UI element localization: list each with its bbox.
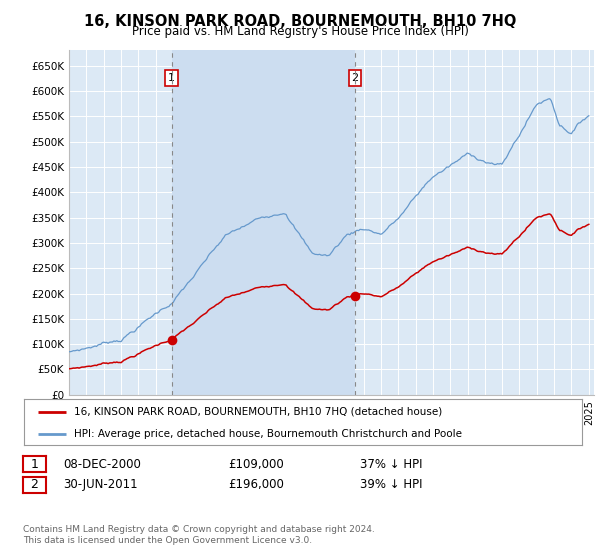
Text: 2: 2 — [352, 73, 358, 83]
Text: 2: 2 — [30, 478, 38, 492]
Text: 39% ↓ HPI: 39% ↓ HPI — [360, 478, 422, 492]
Text: HPI: Average price, detached house, Bournemouth Christchurch and Poole: HPI: Average price, detached house, Bour… — [74, 429, 462, 438]
Text: £109,000: £109,000 — [228, 458, 284, 471]
Text: 1: 1 — [30, 458, 38, 471]
Text: 1: 1 — [168, 73, 175, 83]
Text: £196,000: £196,000 — [228, 478, 284, 492]
Text: 08-DEC-2000: 08-DEC-2000 — [63, 458, 141, 471]
Text: 16, KINSON PARK ROAD, BOURNEMOUTH, BH10 7HQ (detached house): 16, KINSON PARK ROAD, BOURNEMOUTH, BH10 … — [74, 407, 442, 417]
Text: Price paid vs. HM Land Registry's House Price Index (HPI): Price paid vs. HM Land Registry's House … — [131, 25, 469, 38]
Text: 37% ↓ HPI: 37% ↓ HPI — [360, 458, 422, 471]
Text: Contains HM Land Registry data © Crown copyright and database right 2024.
This d: Contains HM Land Registry data © Crown c… — [23, 525, 374, 545]
Bar — [172, 50, 355, 395]
Text: 30-JUN-2011: 30-JUN-2011 — [63, 478, 137, 492]
Text: 16, KINSON PARK ROAD, BOURNEMOUTH, BH10 7HQ: 16, KINSON PARK ROAD, BOURNEMOUTH, BH10 … — [84, 14, 516, 29]
